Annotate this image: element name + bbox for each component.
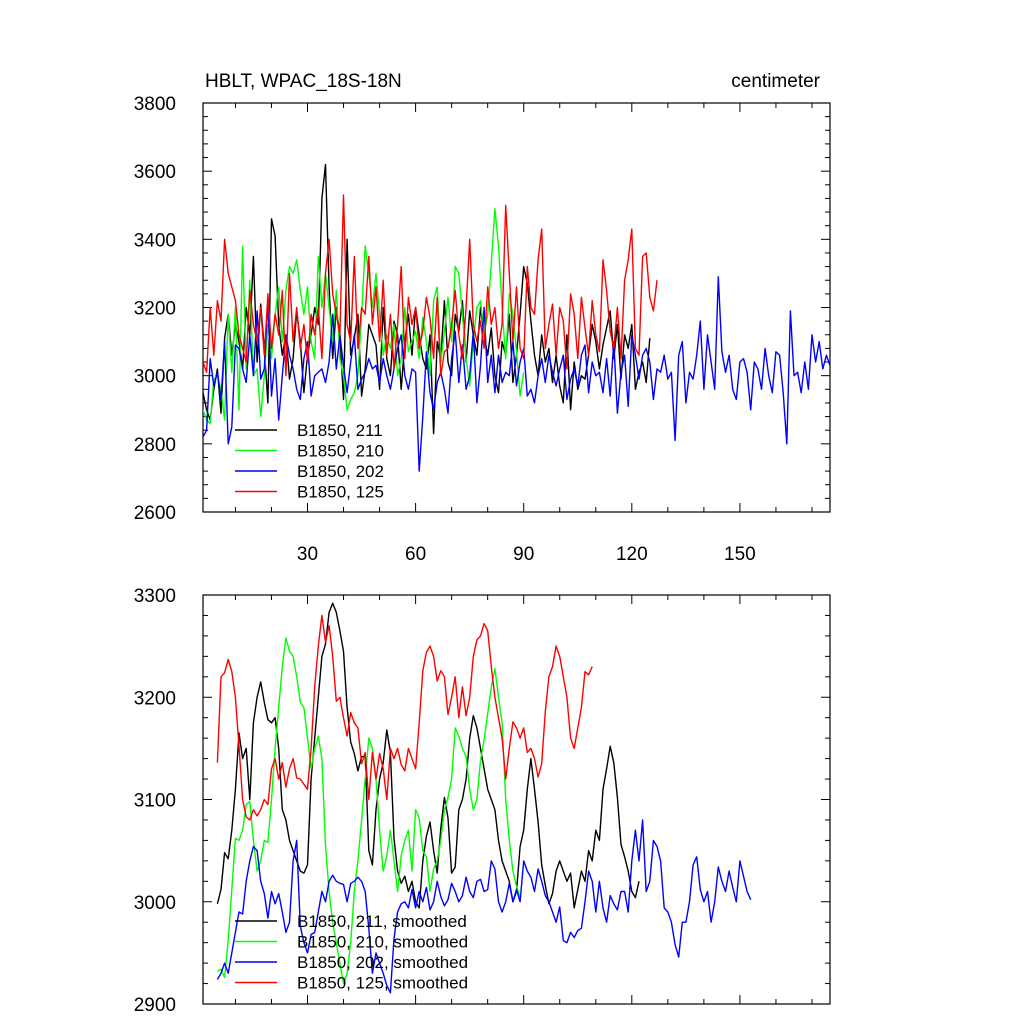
legend-label-3: B1850, 125 — [297, 483, 384, 502]
legend-label-0: B1850, 211 — [297, 421, 383, 440]
x-tick-label: 30 — [297, 544, 318, 565]
y-tick-label: 2900 — [134, 995, 176, 1016]
y-tick-label: 3100 — [134, 791, 176, 812]
series-group — [216, 602, 752, 994]
series-line-1 — [217, 637, 521, 985]
series-line-0 — [216, 602, 640, 909]
y-tick-label: 3000 — [134, 367, 176, 388]
x-tick-label: 60 — [405, 544, 426, 565]
y-tick-label: 2800 — [134, 435, 176, 456]
series-line-2 — [216, 819, 752, 994]
top-chart: 2600 2800 3000 3200 3400 3600 3800 30 60 90 120 150… — [134, 94, 831, 565]
x-tick-label: 150 — [724, 544, 756, 565]
series-line-3 — [216, 614, 593, 821]
y-tick-label: 3000 — [134, 893, 176, 914]
y-tick-label: 2600 — [134, 503, 176, 524]
x-tick-label: 90 — [513, 544, 534, 565]
series-group — [203, 163, 830, 472]
y-tick-label: 3800 — [134, 94, 176, 115]
legend-label-1: B1850, 210 — [297, 442, 384, 461]
legend-label-2: B1850, 202 — [297, 462, 384, 481]
legend-label-2: B1850, 202, smoothed — [297, 953, 468, 972]
series-line-2 — [203, 276, 830, 472]
y-tick-label: 3400 — [134, 230, 176, 251]
x-tick-label: 120 — [616, 544, 648, 565]
legend-label-1: B1850, 210, smoothed — [297, 933, 468, 952]
series-line-3 — [203, 194, 658, 377]
y-tick-label: 3200 — [134, 299, 176, 320]
top-chart-title: HBLT, WPAC_18S-18N — [205, 71, 402, 92]
y-tick-label: 3300 — [134, 586, 176, 607]
series-line-1 — [203, 207, 525, 425]
y-tick-label: 3200 — [134, 688, 176, 709]
legend-label-3: B1850, 125, smoothed — [297, 974, 468, 993]
bottom-chart: 2900 3000 3100 3200 3300 B1850, 211, smoothed… — [134, 586, 831, 1016]
top-chart-units: centimeter — [731, 71, 820, 92]
legend-label-0: B1850, 211, smoothed — [297, 912, 467, 931]
y-tick-label: 3600 — [134, 162, 176, 183]
